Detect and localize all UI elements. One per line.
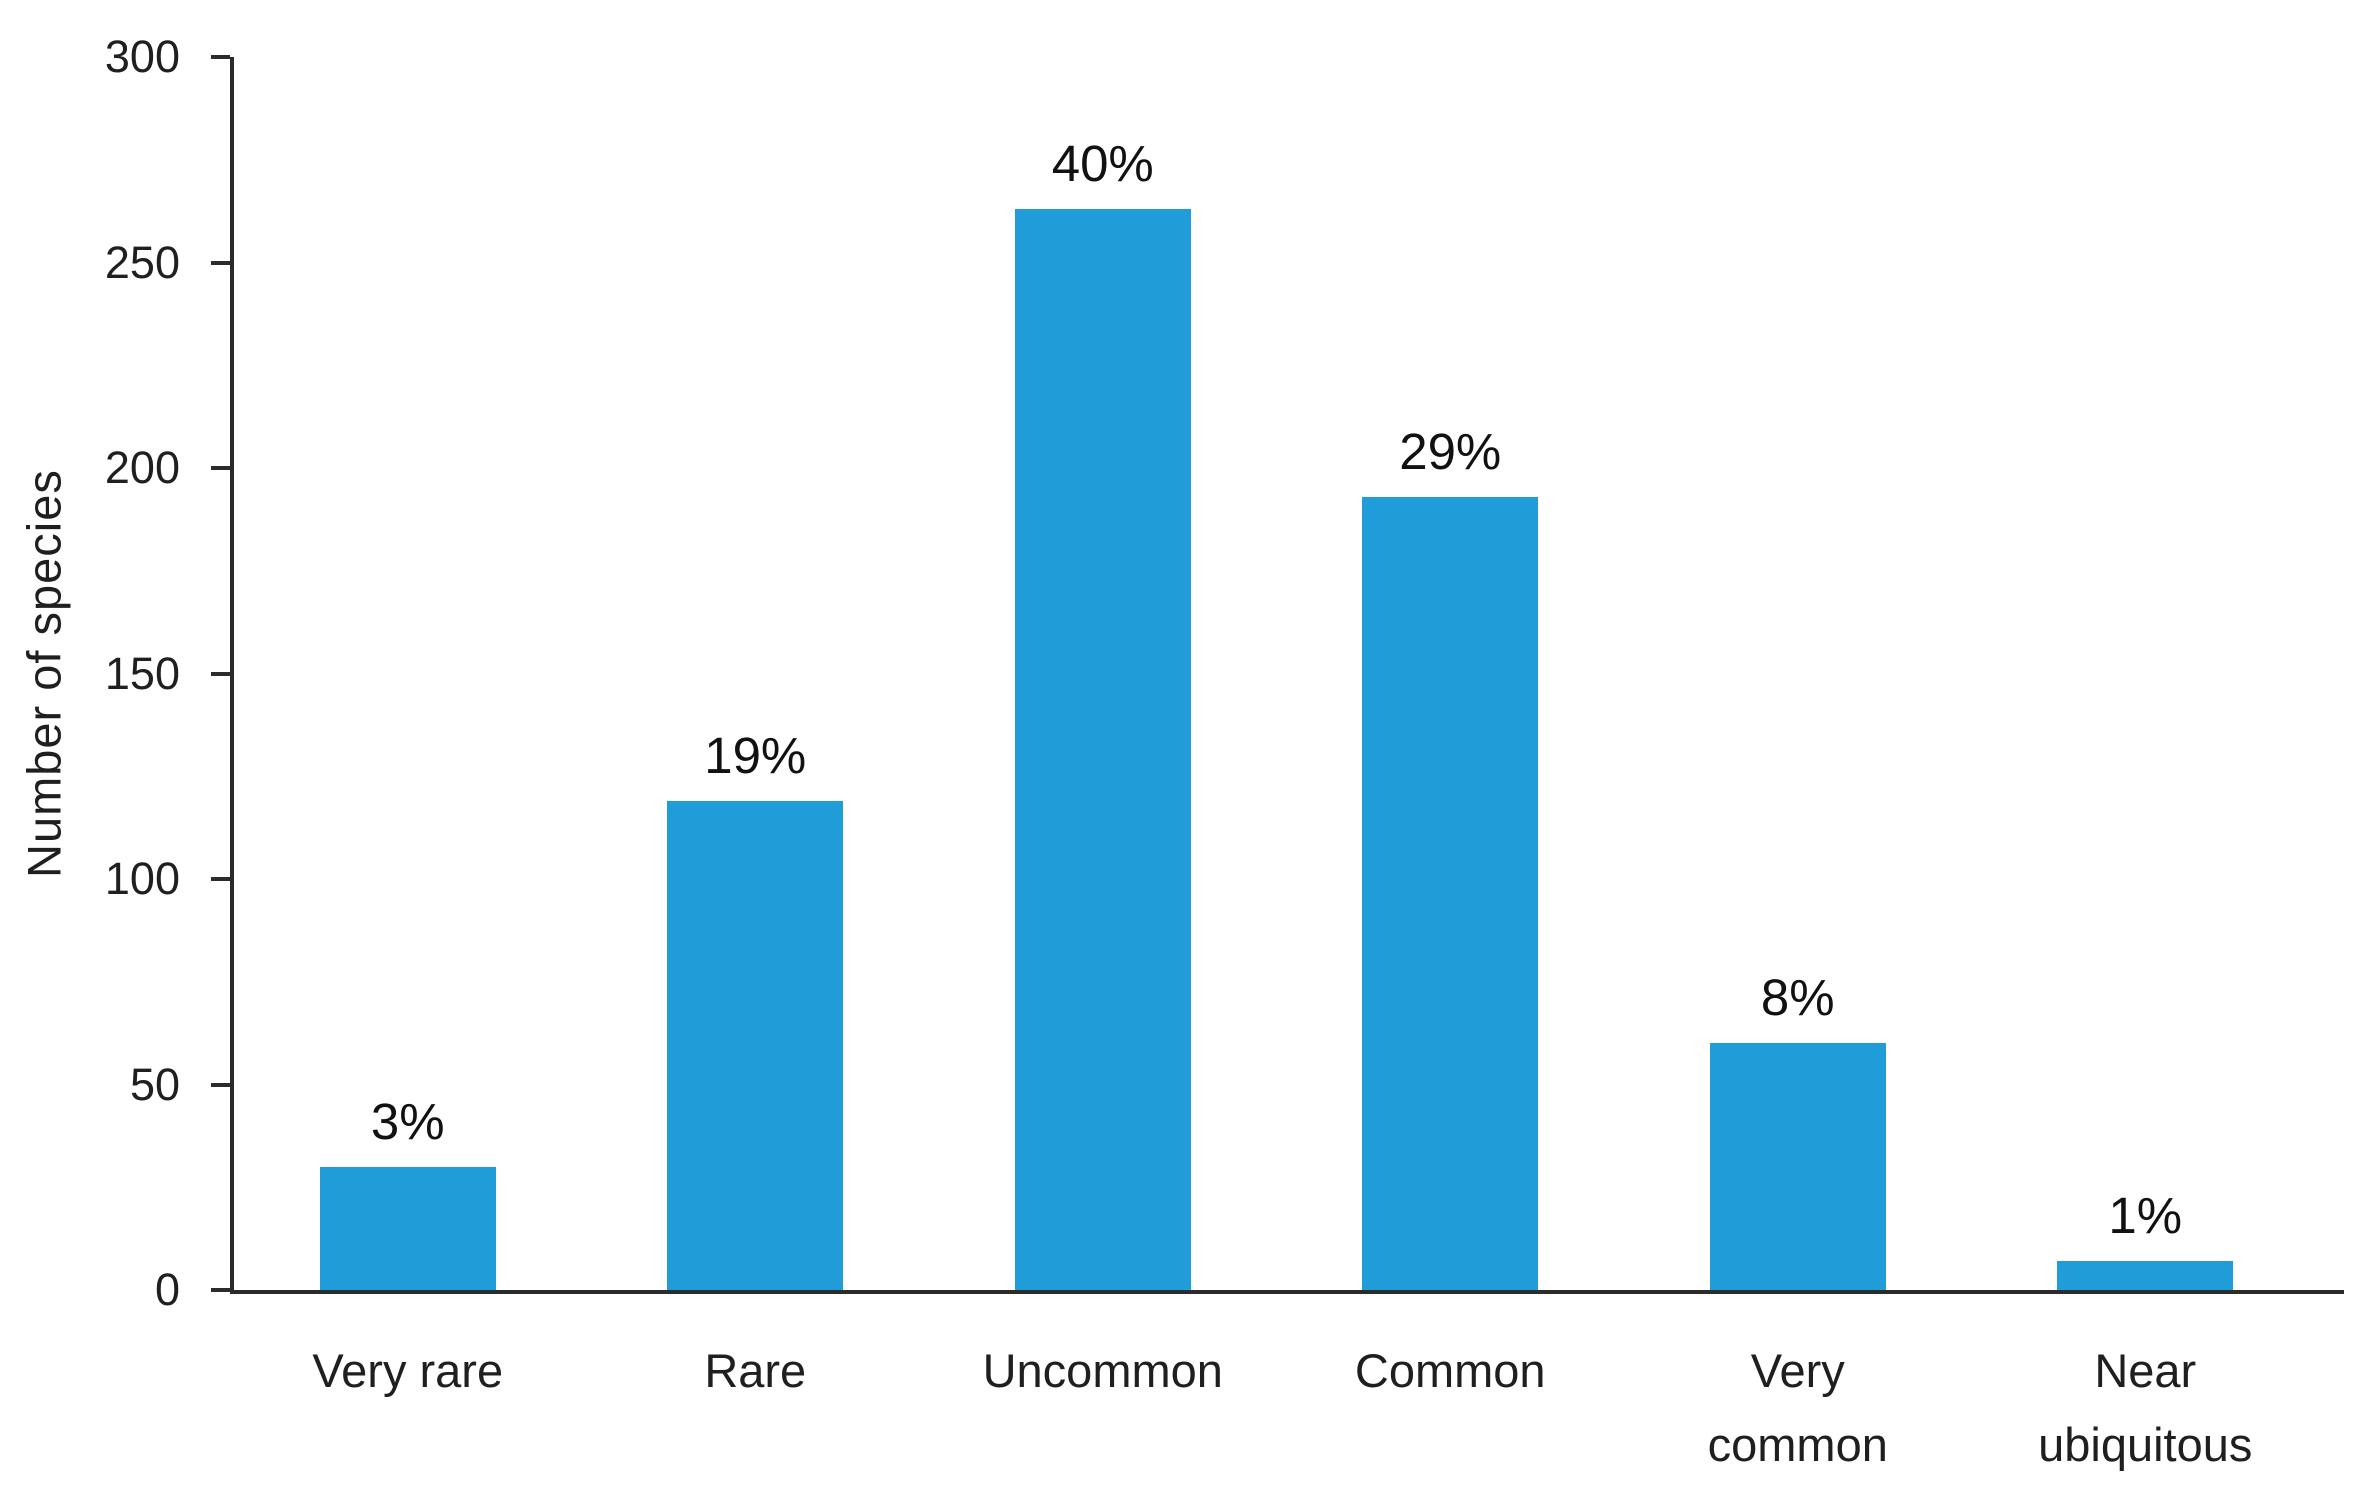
bar-value-label: 8% <box>1760 969 1835 1026</box>
x-category-label-line: Common <box>1354 1344 1546 1397</box>
bar <box>2057 1261 2234 1290</box>
y-tick-label: 100 <box>104 853 180 904</box>
y-tick-mark <box>211 466 230 470</box>
x-category-label-line: Near <box>2094 1344 2197 1397</box>
y-tick-label: 300 <box>104 31 180 82</box>
bar <box>319 1167 496 1290</box>
x-category-label: Near ubiquitous <box>1965 1334 2325 1482</box>
x-category-label-line: Very <box>1750 1344 1845 1397</box>
y-tick-label: 50 <box>129 1058 180 1110</box>
x-category-label-line: Uncommon <box>982 1344 1223 1397</box>
bar <box>1709 1043 1886 1290</box>
plot-area: 0 50 100 150 200 250 300 3% Very rare 19% Rare 40% U… <box>105 31 2344 1471</box>
y-tick-mark <box>211 260 230 265</box>
y-tick-label: 250 <box>104 236 180 288</box>
bar <box>667 801 844 1290</box>
y-tick-label: 0 <box>154 1264 180 1315</box>
x-category-label: Common <box>1270 1334 1630 1408</box>
x-category-label-line: ubiquitous <box>2038 1418 2253 1471</box>
bar <box>1362 497 1539 1290</box>
x-category-label-line: Very rare <box>312 1344 504 1397</box>
x-category-label-line: Rare <box>704 1344 807 1397</box>
y-tick-mark <box>211 55 230 59</box>
bar-value-label: 1% <box>2108 1187 2183 1244</box>
bar-value-label: 29% <box>1399 423 1502 480</box>
bar-value-label: 40% <box>1051 135 1154 192</box>
x-category-label: Uncommon <box>923 1334 1283 1408</box>
y-tick-mark <box>211 877 230 881</box>
bar <box>1014 209 1191 1290</box>
y-tick-mark <box>211 1288 230 1292</box>
y-tick-label: 200 <box>104 442 180 493</box>
x-category-label: Very common <box>1618 1334 1978 1482</box>
y-tick-mark <box>211 1082 230 1087</box>
y-tick-label: 150 <box>104 647 180 699</box>
x-category-label: Rare <box>575 1334 935 1408</box>
bar-value-label: 3% <box>370 1093 445 1150</box>
bar-value-label: 19% <box>704 727 807 784</box>
x-category-label: Very rare <box>228 1334 588 1408</box>
y-tick-mark <box>211 671 230 676</box>
x-category-label-line: common <box>1707 1418 1888 1471</box>
